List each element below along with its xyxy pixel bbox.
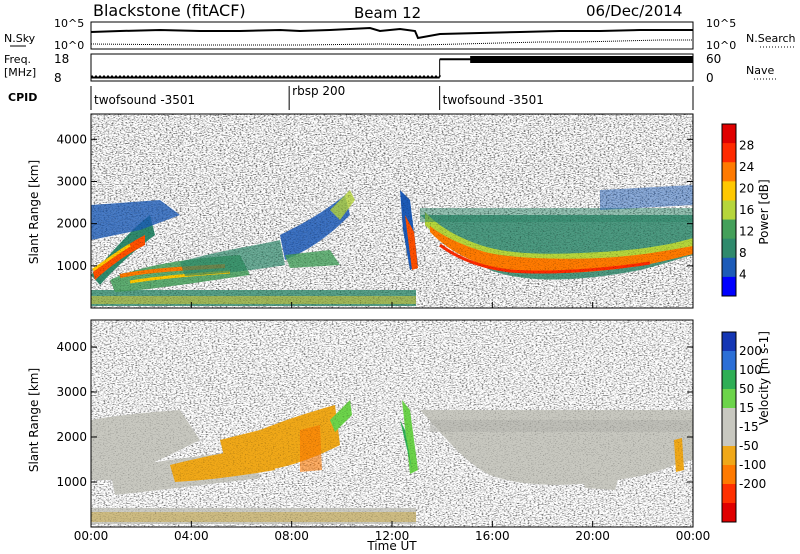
power-yticks: 1000 2000 3000 4000 — [56, 132, 693, 273]
velocity-cbar-tick-6: -100 — [739, 458, 766, 472]
power-cbar-swatch-3 — [722, 181, 736, 201]
power-cbar-tick-3: 16 — [739, 203, 754, 217]
velocity-ylabel: Slant Range [km] — [27, 368, 41, 472]
velocity-cbar-swatch-9 — [722, 503, 736, 523]
noise-left-tick-top: 10^5 — [54, 17, 84, 30]
power-cbar-swatch-0 — [722, 124, 736, 144]
power-cbar-tick-0: 4 — [739, 268, 747, 282]
beam-title: Beam 12 — [354, 4, 421, 22]
freq-label-line2: [MHz] — [4, 66, 36, 79]
velocity-cbar-tick-2: 50 — [739, 382, 754, 396]
power-cbar-tick-2: 12 — [739, 225, 754, 239]
velocity-yticks: 1000 2000 3000 4000 — [56, 340, 693, 489]
date-title: 06/Dec/2014 — [586, 2, 682, 20]
freq-lines — [91, 56, 693, 79]
velocity-cbar-tick-4: -15 — [739, 420, 759, 434]
velocity-colorbar: 200 100 50 15 -15 -50 -100 -200 — [721, 331, 766, 523]
xtick-5: 20:00 — [575, 529, 610, 543]
power-cbar-swatch-7 — [722, 257, 736, 278]
noise-sky-line — [90, 26, 693, 40]
power-scatter — [91, 114, 693, 308]
velocity-cbar-tick-0: 200 — [739, 344, 762, 358]
velocity-cbar-tick-5: -50 — [739, 439, 759, 453]
power-ytick-0: 1000 — [56, 259, 87, 273]
xtick-6: 00:00 — [676, 529, 711, 543]
velocity-cbar-swatch-0 — [722, 332, 736, 352]
power-cbar-swatch-8 — [722, 276, 736, 297]
velocity-cbar-tick-1: 100 — [739, 363, 762, 377]
cpid-segments: twofsound -3501 rbsp 200 twofsound -3501 — [94, 84, 544, 110]
freq-label-line1: Freq. — [4, 53, 31, 66]
nave-tick-top: 60 — [706, 52, 721, 66]
xlabel: Time UT — [366, 539, 417, 553]
power-cbar-frame — [721, 123, 737, 297]
noise-search-line — [90, 39, 693, 46]
nsky-label: N.Sky — [4, 32, 36, 45]
xtick-1: 04:00 — [174, 529, 209, 543]
velocity-scatter — [91, 320, 693, 527]
power-cbar-tick-1: 8 — [739, 246, 747, 260]
power-colorbar-label: Power [dB] — [757, 179, 771, 244]
power-cbar-tick-6: 28 — [739, 139, 754, 153]
xtick-4: 16:00 — [475, 529, 510, 543]
nave-segment-1 — [470, 56, 693, 63]
power-colorbar: 4 8 12 16 20 24 28 — [721, 123, 754, 297]
cpid-segment-0: twofsound -3501 — [94, 93, 195, 107]
power-ytick-2: 3000 — [56, 174, 87, 188]
velocity-cbar-swatch-7 — [722, 465, 736, 485]
nsearch-label: N.Search — [746, 32, 796, 45]
velocity-cbar-frame — [721, 331, 737, 523]
velocity-colorbar-label: Velocity [m s-1] — [757, 331, 771, 425]
power-cbar-tick-4: 20 — [739, 182, 754, 196]
freq-tick-bottom: 8 — [54, 71, 62, 85]
power-cbar-swatch-1 — [722, 143, 736, 163]
xtick-3: 12:00 — [375, 529, 410, 543]
velocity-cbar-swatch-8 — [722, 484, 736, 504]
power-cbar-swatch-5 — [722, 219, 736, 240]
station-title: Blackstone (fitACF) — [93, 1, 246, 20]
noise-left-tick-bottom: 10^0 — [54, 39, 84, 52]
velocity-ytick-2: 3000 — [56, 385, 87, 399]
power-cbar-tick-5: 24 — [739, 160, 754, 174]
cpid-segment-1: rbsp 200 — [292, 84, 345, 98]
noise-panel: N.Sky 10^5 10^0 10^5 10^0 N.Search — [4, 17, 796, 52]
x-ticks: 00:00 04:00 08:00 12:00 16:00 20:00 00:00 — [74, 302, 711, 543]
nave-tick-bottom: 0 — [706, 71, 714, 85]
velocity-cbar-tick-7: -200 — [739, 477, 766, 491]
xtick-0: 00:00 — [74, 529, 109, 543]
velocity-cbar-tick-3: 15 — [739, 401, 754, 415]
cpid-label: CPID — [8, 91, 37, 104]
velocity-ytick-1: 2000 — [56, 430, 87, 444]
nave-label: Nave — [746, 64, 774, 77]
power-ylabel: Slant Range [km] — [27, 160, 41, 264]
power-cbar-swatch-6 — [722, 238, 736, 259]
velocity-ytick-0: 1000 — [56, 475, 87, 489]
freq-tick-top: 18 — [54, 52, 69, 66]
velocity-cbar-swatch-5 — [722, 427, 736, 447]
power-cbar-swatch-2 — [722, 162, 736, 182]
xtick-2: 08:00 — [274, 529, 309, 543]
power-cbar-swatch-4 — [722, 200, 736, 221]
noise-right-tick-bottom: 10^0 — [706, 39, 736, 52]
velocity-cbar-swatch-1 — [722, 351, 736, 371]
noise-right-tick-top: 10^5 — [706, 17, 736, 30]
power-ytick-1: 2000 — [56, 217, 87, 231]
cpid-segment-2: twofsound -3501 — [443, 93, 544, 107]
velocity-cbar-swatch-2 — [722, 370, 736, 390]
velocity-ytick-3: 4000 — [56, 340, 87, 354]
velocity-cbar-swatch-4 — [722, 408, 736, 428]
power-ytick-3: 4000 — [56, 132, 87, 146]
velocity-cbar-swatch-6 — [722, 446, 736, 466]
freq-panel: Freq. [MHz] 18 8 60 0 Nave — [4, 52, 776, 85]
velocity-cbar-swatch-3 — [722, 389, 736, 409]
